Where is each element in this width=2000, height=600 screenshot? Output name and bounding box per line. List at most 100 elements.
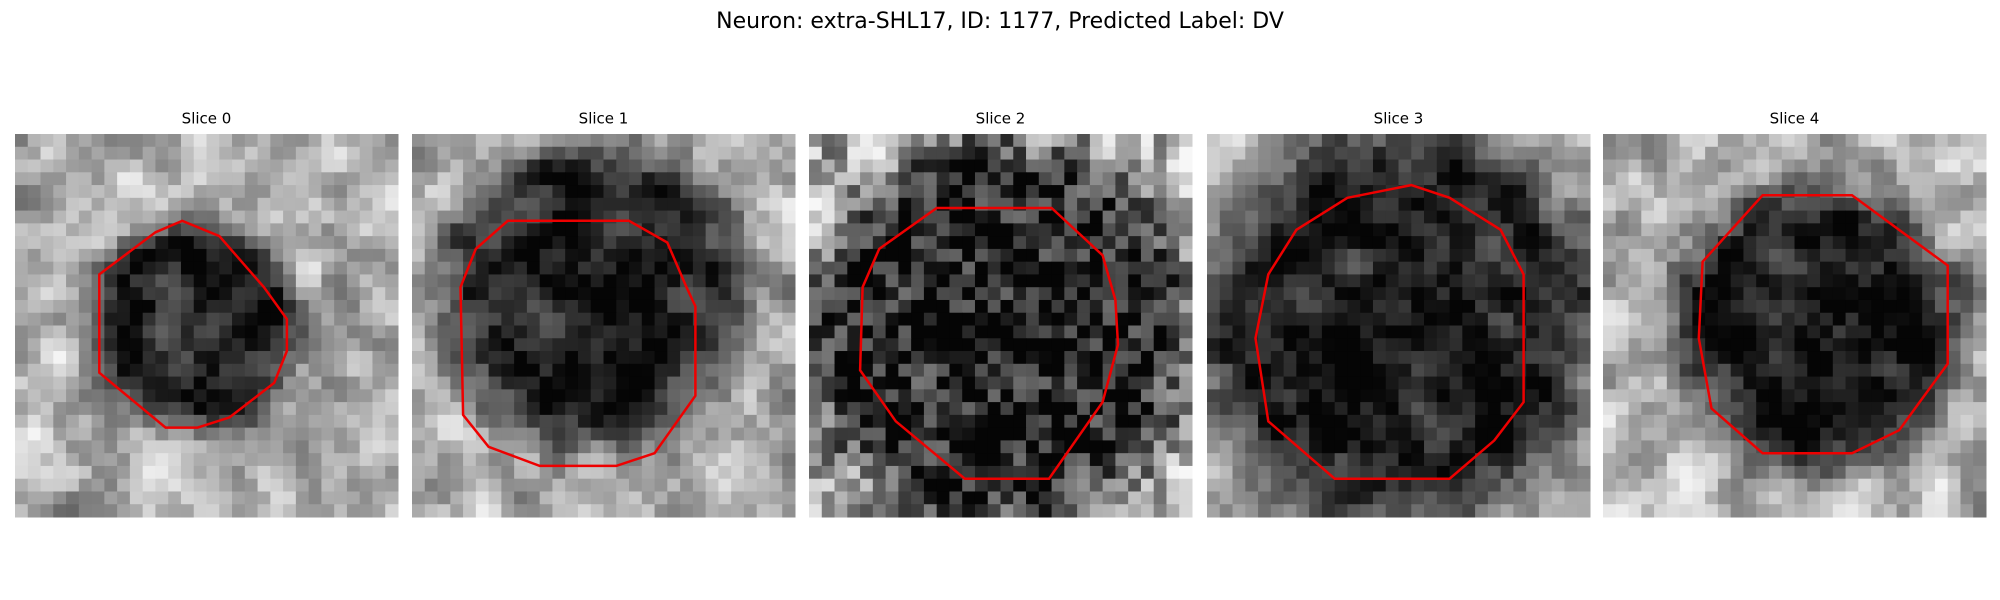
pixel — [1909, 465, 1923, 480]
pixel — [834, 261, 848, 275]
pixel — [1692, 376, 1706, 390]
pixel — [1794, 351, 1808, 365]
pixel — [616, 363, 630, 378]
pixel — [1013, 414, 1027, 429]
pixel — [1768, 261, 1783, 275]
pixel — [552, 274, 566, 288]
pixel — [1411, 236, 1425, 250]
pixel — [667, 363, 681, 378]
pixel — [1551, 236, 1565, 250]
pixel — [1666, 210, 1681, 224]
pixel — [1654, 236, 1668, 250]
pixel — [27, 312, 42, 326]
pixel — [1947, 376, 1961, 390]
pixel — [1973, 185, 1987, 199]
panel-title: Slice 3 — [1374, 110, 1424, 128]
pixel — [1245, 159, 1259, 173]
pixel — [1487, 299, 1502, 314]
pixel — [1845, 172, 1859, 186]
pixel — [1179, 351, 1193, 365]
pixel — [1513, 453, 1527, 467]
pixel — [1934, 402, 1949, 416]
pixel — [1794, 236, 1808, 250]
pixel — [78, 210, 93, 224]
pixel — [1258, 351, 1272, 365]
pixel — [1781, 159, 1795, 173]
pixel — [667, 491, 681, 505]
pixel — [692, 159, 707, 173]
pixel — [1296, 376, 1310, 390]
pixel — [1232, 274, 1246, 288]
slice-image — [1603, 134, 1987, 518]
pixel — [1283, 504, 1297, 518]
pixel — [257, 402, 271, 416]
pixel — [1705, 312, 1719, 326]
pixel — [1730, 491, 1744, 505]
pixel — [539, 287, 553, 301]
pixel — [1513, 185, 1527, 199]
pixel — [1347, 223, 1361, 237]
pixel — [1424, 287, 1438, 301]
pixel — [1705, 453, 1719, 467]
pixel — [1551, 210, 1565, 224]
pixel — [860, 172, 874, 186]
pixel — [155, 299, 169, 314]
pixel — [1270, 172, 1285, 186]
pixel — [743, 299, 758, 314]
pixel — [168, 299, 182, 314]
pixel — [1628, 134, 1642, 148]
pixel — [821, 299, 836, 314]
pixel — [1820, 402, 1834, 416]
pixel — [283, 287, 297, 301]
pixel — [40, 453, 54, 467]
pixel — [731, 172, 745, 186]
pixel — [40, 440, 54, 454]
pixel — [1820, 172, 1834, 186]
pixel — [437, 185, 451, 199]
pixel — [463, 402, 477, 416]
pixel — [654, 414, 668, 429]
pixel — [437, 248, 451, 263]
pixel — [616, 465, 630, 480]
pixel — [1283, 172, 1297, 186]
pixel — [1153, 414, 1167, 429]
pixel — [1424, 325, 1438, 339]
pixel — [898, 363, 912, 378]
pixel — [142, 287, 156, 301]
pixel — [898, 351, 912, 365]
pixel — [1283, 159, 1297, 173]
pixel — [372, 427, 386, 441]
pixel — [1628, 414, 1642, 429]
pixel — [1654, 287, 1668, 301]
pixel — [885, 351, 899, 365]
pixel — [475, 159, 490, 173]
pixel — [539, 504, 553, 518]
pixel — [1038, 504, 1053, 518]
pixel — [539, 325, 553, 339]
pixel — [424, 287, 439, 301]
pixel — [565, 325, 579, 339]
pixel — [1794, 146, 1808, 161]
pixel — [27, 159, 42, 173]
pixel — [1051, 504, 1065, 518]
pixel — [385, 236, 399, 250]
pixel — [962, 287, 976, 301]
pixel — [1832, 351, 1847, 365]
pixel — [1641, 159, 1655, 173]
pixel — [1347, 312, 1361, 326]
pixel — [78, 389, 93, 403]
pixel — [321, 223, 335, 237]
pixel — [1436, 146, 1451, 161]
pixel — [1858, 427, 1872, 441]
pixel — [1628, 236, 1642, 250]
pixel — [1781, 325, 1795, 339]
pixel — [1730, 351, 1744, 365]
pixel — [1577, 223, 1591, 237]
pixel — [1666, 287, 1681, 301]
pixel — [1717, 389, 1732, 403]
pixel — [308, 197, 322, 212]
pixel — [514, 197, 528, 212]
pixel — [1768, 376, 1783, 390]
pixel — [193, 248, 207, 263]
pixel — [1947, 465, 1961, 480]
